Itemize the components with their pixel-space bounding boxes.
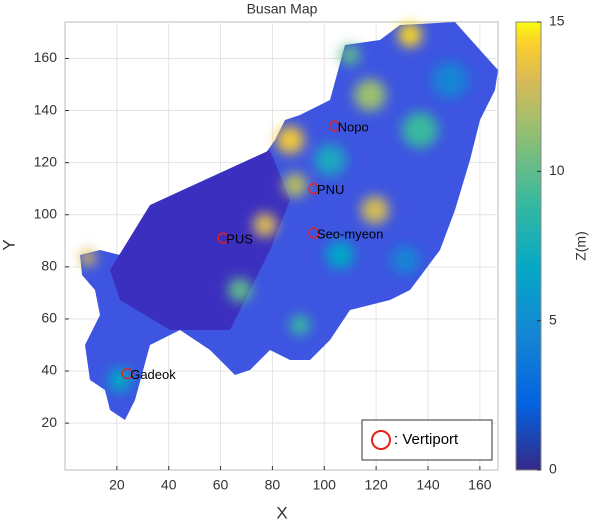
colorbar-tick-label: 5 <box>549 311 557 327</box>
vertiport-label: PNU <box>317 182 344 197</box>
colorbar-tick-label: 10 <box>549 162 565 178</box>
chart-title: Busan Map <box>247 1 318 17</box>
colorbar <box>515 21 542 471</box>
legend-marker <box>371 430 391 450</box>
vertiport-marker <box>121 367 133 380</box>
y-tick-label: 40 <box>41 362 57 378</box>
x-tick-label: 20 <box>109 477 125 493</box>
colorbar-label: Z(m) <box>573 231 589 261</box>
legend: : Vertiport <box>361 419 493 461</box>
vertiport-marker <box>217 232 229 244</box>
x-tick-label: 60 <box>213 477 229 493</box>
x-axis-label: X <box>276 503 287 522</box>
y-tick-label: 60 <box>41 310 57 326</box>
vertiport-marker <box>329 120 341 132</box>
x-tick-label: 40 <box>161 477 177 493</box>
y-tick-label: 20 <box>41 414 57 430</box>
vertiport-label: PUS <box>226 232 253 247</box>
y-tick-label: 160 <box>34 49 58 65</box>
x-tick-label: 80 <box>265 477 281 493</box>
y-axis-label: Y <box>0 239 18 250</box>
legend-box <box>361 419 493 461</box>
vertiport-label: Seo-myeon <box>317 226 383 241</box>
x-tick-label: 100 <box>313 477 337 493</box>
vertiport-label: Nopo <box>338 120 369 135</box>
terrain <box>80 22 498 420</box>
y-tick-label: 140 <box>34 101 58 117</box>
vertiport-label: Gadeok <box>130 367 176 382</box>
colorbar-tick-label: 15 <box>549 13 565 29</box>
x-tick-label: 160 <box>468 477 492 493</box>
vertiport-marker <box>308 227 320 239</box>
y-tick-label: 80 <box>41 258 57 274</box>
x-tick-label: 140 <box>416 477 440 493</box>
y-tick-label: 120 <box>34 153 58 169</box>
legend-label: : Vertiport <box>394 431 459 448</box>
colorbar-tick-label: 0 <box>549 461 557 477</box>
y-tick-label: 100 <box>34 205 58 221</box>
x-tick-label: 120 <box>364 477 388 493</box>
vertiport-marker <box>308 183 320 195</box>
